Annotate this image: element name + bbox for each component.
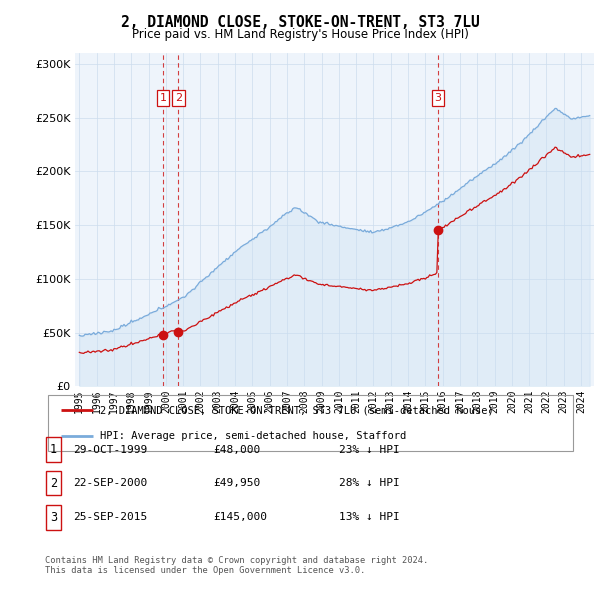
Text: 3: 3 <box>434 93 442 103</box>
Text: £145,000: £145,000 <box>213 513 267 522</box>
Text: 2: 2 <box>50 477 57 490</box>
Text: £49,950: £49,950 <box>213 478 260 488</box>
Text: 1: 1 <box>50 443 57 456</box>
Text: 2, DIAMOND CLOSE, STOKE-ON-TRENT, ST3 7LU (semi-detached house): 2, DIAMOND CLOSE, STOKE-ON-TRENT, ST3 7L… <box>101 405 494 415</box>
Text: 29-OCT-1999: 29-OCT-1999 <box>73 445 148 454</box>
Text: Price paid vs. HM Land Registry's House Price Index (HPI): Price paid vs. HM Land Registry's House … <box>131 28 469 41</box>
Text: £48,000: £48,000 <box>213 445 260 454</box>
Text: 28% ↓ HPI: 28% ↓ HPI <box>339 478 400 488</box>
Text: 1: 1 <box>160 93 166 103</box>
Text: 22-SEP-2000: 22-SEP-2000 <box>73 478 148 488</box>
Text: HPI: Average price, semi-detached house, Stafford: HPI: Average price, semi-detached house,… <box>101 431 407 441</box>
Text: 13% ↓ HPI: 13% ↓ HPI <box>339 513 400 522</box>
Text: 2, DIAMOND CLOSE, STOKE-ON-TRENT, ST3 7LU: 2, DIAMOND CLOSE, STOKE-ON-TRENT, ST3 7L… <box>121 15 479 30</box>
Text: 3: 3 <box>50 511 57 524</box>
Text: 25-SEP-2015: 25-SEP-2015 <box>73 513 148 522</box>
Text: Contains HM Land Registry data © Crown copyright and database right 2024.
This d: Contains HM Land Registry data © Crown c… <box>45 556 428 575</box>
Text: 2: 2 <box>175 93 182 103</box>
Text: 23% ↓ HPI: 23% ↓ HPI <box>339 445 400 454</box>
